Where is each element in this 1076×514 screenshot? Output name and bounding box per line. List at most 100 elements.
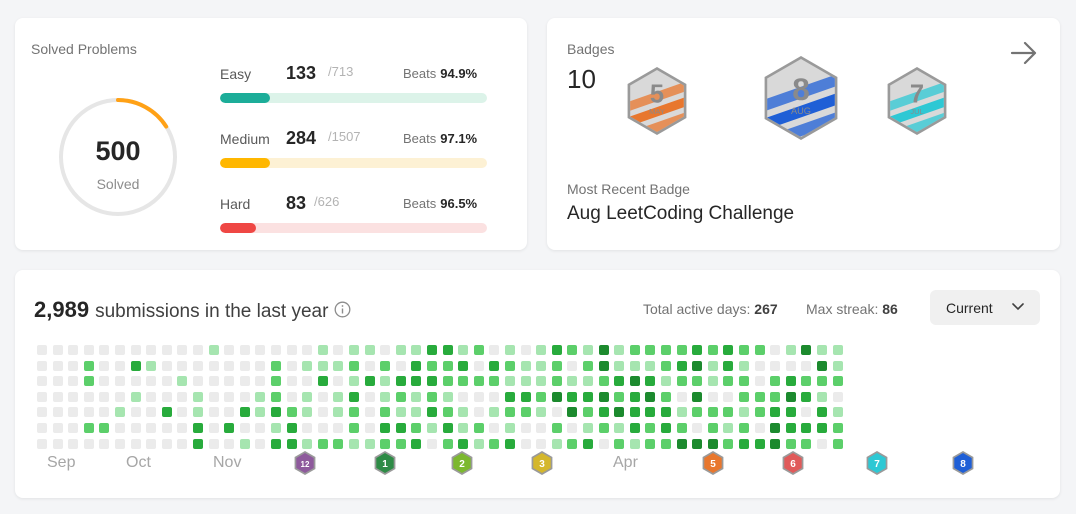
heatmap-cell[interactable] [520,345,531,355]
heatmap-cell[interactable] [239,376,250,387]
heatmap-cell[interactable] [551,360,562,371]
heatmap-cell[interactable] [115,438,125,449]
heatmap-cell[interactable] [707,407,718,418]
heatmap-cell[interactable] [583,360,593,371]
heatmap-cell[interactable] [177,407,188,418]
heatmap-cell[interactable] [239,345,250,355]
heatmap-cell[interactable] [489,407,500,418]
heatmap-cell[interactable] [271,360,281,371]
heatmap-cell[interactable] [785,391,796,402]
heatmap-cell[interactable] [177,376,188,387]
heatmap-cell[interactable] [551,407,562,418]
heatmap-cell[interactable] [239,438,250,449]
heatmap-cell[interactable] [68,423,79,433]
heatmap-cell[interactable] [598,391,609,402]
heatmap-cell[interactable] [239,360,250,371]
heatmap-cell[interactable] [536,345,547,355]
heatmap-cell[interactable] [99,391,110,402]
heatmap-cell[interactable] [723,345,734,355]
heatmap-cell[interactable] [52,360,63,371]
heatmap-cell[interactable] [99,376,110,387]
heatmap-cell[interactable] [255,376,266,387]
heatmap-cell[interactable] [536,407,547,418]
heatmap-cell[interactable] [832,391,843,402]
heatmap-cell[interactable] [52,423,63,433]
heatmap-cell[interactable] [442,360,453,371]
heatmap-cell[interactable] [645,407,656,418]
heatmap-cell[interactable] [754,360,765,371]
heatmap-cell[interactable] [645,376,656,387]
heatmap-cell[interactable] [536,376,547,387]
heatmap-cell[interactable] [317,423,328,433]
heatmap-cell[interactable] [99,407,110,418]
heatmap-cell[interactable] [333,360,344,371]
heatmap-cell[interactable] [177,438,188,449]
heatmap-cell[interactable] [458,376,469,387]
heatmap-cell[interactable] [395,423,406,433]
heatmap-cell[interactable] [442,391,453,402]
heatmap-cell[interactable] [520,360,531,371]
heatmap-cell[interactable] [349,407,359,418]
heatmap-cell[interactable] [598,360,609,371]
heatmap-cell[interactable] [364,407,375,418]
heatmap-cell[interactable] [770,391,781,402]
heatmap-cell[interactable] [286,376,297,387]
heatmap-cell[interactable] [801,438,812,449]
heatmap-cell[interactable] [146,407,157,418]
heatmap-cell[interactable] [208,423,219,433]
heatmap-cell[interactable] [380,376,391,387]
heatmap-cell[interactable] [458,391,469,402]
heatmap-cell[interactable] [146,376,157,387]
heatmap-cell[interactable] [645,423,656,433]
heatmap-cell[interactable] [520,438,531,449]
heatmap-cell[interactable] [52,376,63,387]
heatmap-cell[interactable] [177,360,188,371]
heatmap-cell[interactable] [193,360,203,371]
heatmap-cell[interactable] [317,376,328,387]
heatmap-cell[interactable] [286,360,297,371]
heatmap-cell[interactable] [130,376,141,387]
heatmap-cell[interactable] [239,423,250,433]
heatmap-cell[interactable] [614,407,625,418]
heatmap-cell[interactable] [161,407,172,418]
heatmap-cell[interactable] [52,345,63,355]
heatmap-cell[interactable] [395,438,406,449]
heatmap-cell[interactable] [411,407,422,418]
heatmap-cell[interactable] [801,391,812,402]
heatmap-cell[interactable] [427,438,437,449]
heatmap-cell[interactable] [427,376,437,387]
heatmap-cell[interactable] [380,360,391,371]
heatmap-cell[interactable] [442,423,453,433]
heatmap-cell[interactable] [723,407,734,418]
heatmap-cell[interactable] [333,423,344,433]
heatmap-cell[interactable] [707,423,718,433]
heatmap-cell[interactable] [739,423,749,433]
heatmap-cell[interactable] [255,391,266,402]
heatmap-cell[interactable] [661,360,671,371]
heatmap-cell[interactable] [785,423,796,433]
arrow-right-icon[interactable] [1010,40,1038,66]
heatmap-cell[interactable] [629,423,640,433]
heatmap-cell[interactable] [161,438,172,449]
heatmap-cell[interactable] [208,391,219,402]
heatmap-cell[interactable] [37,345,47,355]
heatmap-cell[interactable] [68,360,79,371]
heatmap-cell[interactable] [661,438,671,449]
heatmap-cell[interactable] [723,376,734,387]
heatmap-cell[interactable] [458,423,469,433]
heatmap-cell[interactable] [567,391,578,402]
heatmap-cell[interactable] [317,407,328,418]
heatmap-cell[interactable] [770,423,781,433]
heatmap-cell[interactable] [271,376,281,387]
heatmap-cell[interactable] [536,423,547,433]
heatmap-cell[interactable] [302,407,313,418]
heatmap-cell[interactable] [83,345,94,355]
heatmap-cell[interactable] [193,438,203,449]
heatmap-cell[interactable] [754,376,765,387]
heatmap-cell[interactable] [739,360,749,371]
mini-badge-6-icon[interactable]: 6 [780,450,806,476]
heatmap-cell[interactable] [380,391,391,402]
heatmap-cell[interactable] [83,438,94,449]
heatmap-cell[interactable] [130,423,141,433]
heatmap-cell[interactable] [489,391,500,402]
